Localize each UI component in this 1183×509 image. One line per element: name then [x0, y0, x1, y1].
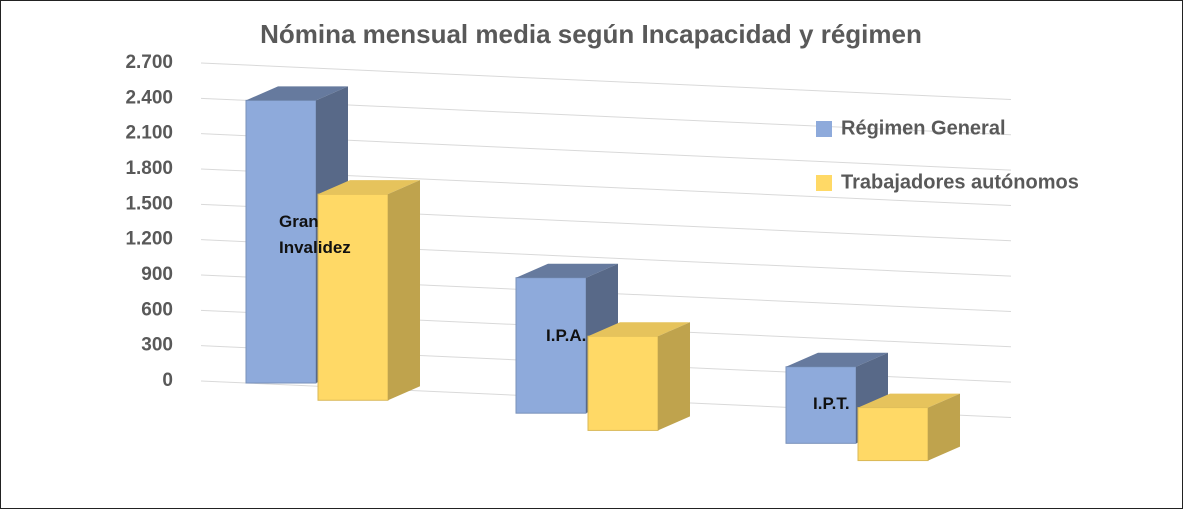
legend-swatch — [816, 121, 832, 137]
y-tick-label: 2.400 — [125, 87, 173, 108]
grid-line — [200, 62, 1012, 100]
y-tick-label: 2.700 — [125, 52, 173, 73]
bar-side — [928, 393, 960, 461]
y-tick-label: 1.500 — [125, 193, 173, 214]
category-label: I.P.T. — [813, 394, 850, 413]
bar-front — [587, 335, 659, 431]
y-tick-label: 0 — [162, 370, 173, 391]
bar-top — [516, 263, 618, 278]
y-tick-label: 300 — [141, 335, 173, 356]
y-tick-label: 1.200 — [125, 229, 173, 250]
legend-label: Régimen General — [841, 117, 1006, 139]
bar-front — [515, 277, 587, 414]
bar-top — [588, 322, 690, 337]
chart-title: Nómina mensual media según Incapacidad y… — [260, 19, 922, 49]
bar-top — [786, 352, 888, 367]
y-tick-label: 1.800 — [125, 158, 173, 179]
bar-front — [317, 193, 389, 401]
category-label: I.P.A. — [546, 326, 587, 345]
bar-top — [246, 86, 348, 101]
bar-top — [858, 393, 960, 408]
bar-front — [857, 407, 929, 462]
y-tick-label: 900 — [141, 264, 173, 285]
y-tick-label: 2.100 — [125, 123, 173, 144]
y-tick-label: 600 — [141, 299, 173, 320]
bar-top — [318, 180, 420, 195]
legend-swatch — [816, 175, 832, 191]
legend-label: Trabajadores autónomos — [841, 171, 1079, 193]
bar-side — [388, 180, 420, 401]
bar-side — [658, 322, 690, 431]
category-label: Gran Invalidez — [279, 212, 351, 257]
